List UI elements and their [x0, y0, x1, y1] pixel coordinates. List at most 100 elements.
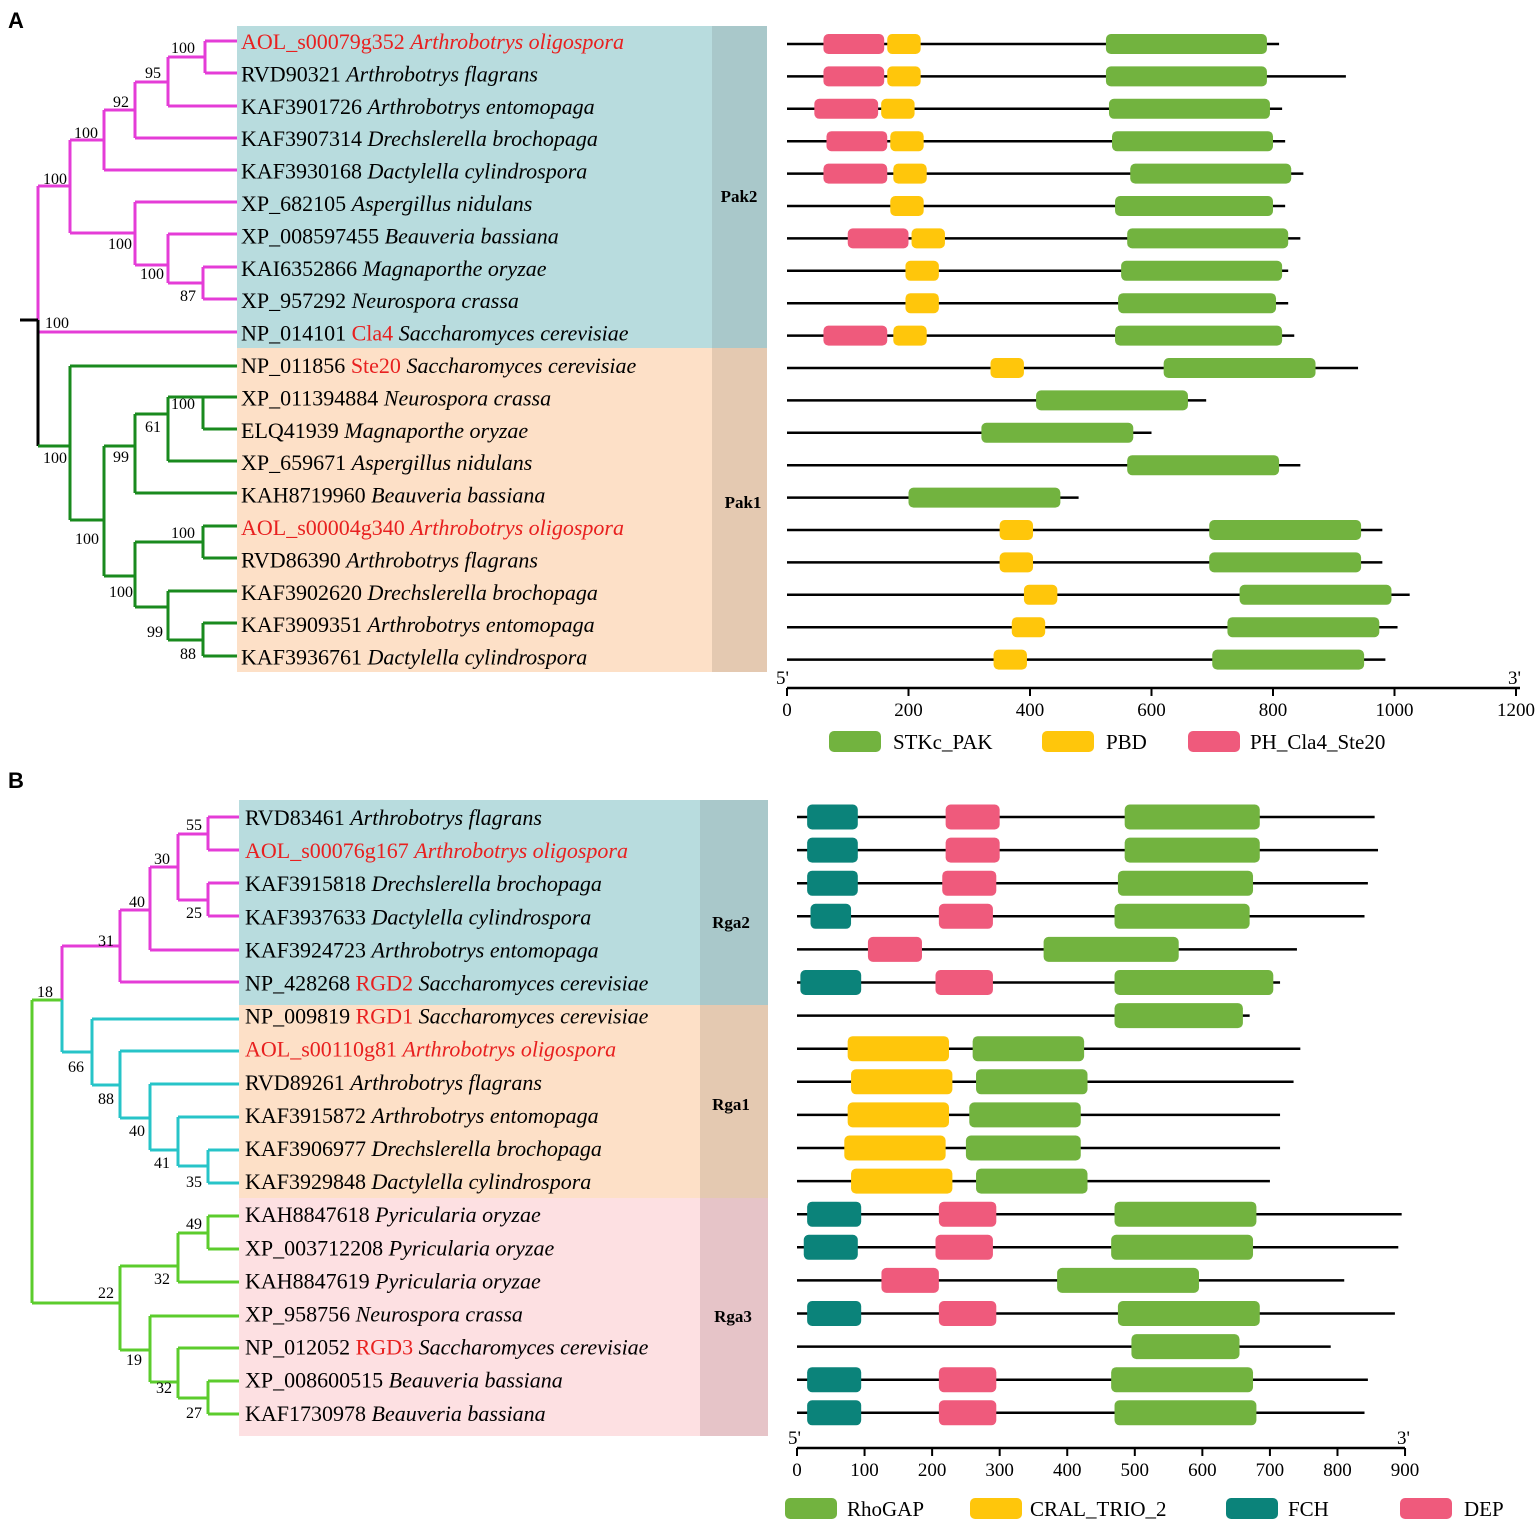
- domain-rhogap: [1111, 1367, 1254, 1393]
- legend-label-ph-cla4-ste20: PH_Cla4_Ste20: [1250, 730, 1385, 754]
- legend-swatch-pbd: [1042, 731, 1094, 752]
- species-name: Beauveria bassiana: [371, 483, 545, 508]
- bootstrap-label: 100: [171, 40, 195, 57]
- domain-fch: [807, 837, 858, 863]
- bootstrap-label: 40: [129, 894, 145, 911]
- bootstrap-label: 66: [68, 1059, 84, 1076]
- bootstrap-label: 100: [108, 236, 132, 253]
- protein-id: KAF3930168: [241, 159, 362, 184]
- bootstrap-label: 87: [180, 288, 196, 305]
- domain-stkc-pak: [1127, 455, 1280, 476]
- protein-label: KAF3930168 Dactylella cylindrospora: [241, 159, 587, 184]
- bootstrap-label: 35: [186, 1174, 202, 1191]
- domain-rhogap: [972, 1036, 1085, 1062]
- protein-label: KAF1730978 Beauveria bassiana: [245, 1401, 546, 1426]
- protein-label: KAF3937633 Dactylella cylindrospora: [245, 904, 591, 929]
- protein-id: NP_009819: [245, 1004, 350, 1029]
- gene-name: Ste20: [351, 353, 401, 378]
- domain-fch: [800, 970, 862, 995]
- species-name: Neurospora crassa: [355, 1302, 523, 1327]
- protein-label: NP_014101 Cla4 Saccharomyces cerevisiae: [241, 321, 629, 346]
- domain-pbd: [1011, 617, 1046, 638]
- domain-dep: [938, 1400, 997, 1426]
- protein-id: KAF3915818: [245, 871, 366, 896]
- species-name: Magnaporthe oryzae: [343, 418, 528, 443]
- protein-label: XP_003712208 Pyricularia oryzae: [245, 1235, 554, 1260]
- legend-swatch-stkc-pak: [829, 731, 881, 752]
- group-label-rga2: Rga2: [712, 913, 750, 932]
- rga1-group-bg: [700, 1005, 768, 1198]
- domain-pbd: [999, 552, 1034, 573]
- domain-pbd: [993, 649, 1027, 670]
- legend-swatch-fch: [1226, 1498, 1278, 1519]
- phylo-tree-a: [20, 39, 237, 658]
- domain-dep: [881, 1267, 939, 1293]
- protein-id: NP_014101: [241, 321, 346, 346]
- axis-a: 5' 3' 0 200 400 600 800 1000 1200: [776, 668, 1535, 721]
- species-name: Aspergillus nidulans: [350, 191, 533, 216]
- protein-id: KAF3901726: [241, 94, 362, 119]
- pak1-label-bg: [237, 348, 712, 672]
- protein-id: KAF3924723: [245, 937, 366, 962]
- protein-id: RVD83461: [245, 805, 345, 830]
- domain-stkc-pak: [1112, 131, 1273, 152]
- protein-id: KAF1730978: [245, 1401, 366, 1426]
- axis-b-start-label: 5': [788, 1428, 801, 1449]
- protein-label: KAF3929848 Dactylella cylindrospora: [245, 1169, 591, 1194]
- legend-swatch-rhogap: [785, 1498, 837, 1519]
- axis-tick-label: 800: [1323, 1460, 1352, 1481]
- axis-tick-label: 100: [850, 1460, 879, 1481]
- domain-pbd: [990, 358, 1024, 378]
- bootstrap-label: 100: [75, 531, 99, 548]
- panel-a-letter: A: [8, 8, 24, 33]
- protein-id: KAF3909351: [241, 612, 362, 637]
- bootstrap-label: 31: [98, 933, 114, 950]
- protein-id: NP_011856: [241, 353, 345, 378]
- bootstrap-label: 40: [129, 1123, 145, 1140]
- domain-fch: [803, 1234, 858, 1260]
- protein-id: XP_008600515: [245, 1368, 383, 1393]
- domain-pbd: [887, 66, 921, 87]
- pak1-group-bg: [712, 348, 767, 672]
- species-name: Drechslerella brochopaga: [367, 126, 598, 151]
- domain-architecture-a: [787, 34, 1410, 670]
- domain-dep: [867, 936, 922, 962]
- domain-dep: [935, 1234, 993, 1260]
- protein-label: AOL_s00076g167 Arthrobotrys oligospora: [245, 838, 628, 863]
- domain-pbd: [905, 293, 939, 314]
- bootstrap-label: 100: [45, 315, 69, 332]
- protein-label: KAF3906977 Drechslerella brochopaga: [245, 1136, 602, 1161]
- tree-b-rga2-clade: [60, 815, 239, 1000]
- rga2-label-bg: [239, 800, 700, 1005]
- domain-pbd: [890, 131, 924, 152]
- bootstrap-label: 88: [98, 1091, 114, 1108]
- species-name: Arthrobotrys flagrans: [344, 61, 538, 86]
- species-name: Pyricularia oryzae: [388, 1235, 555, 1260]
- domain-dep: [935, 970, 993, 995]
- bootstrap-label: 99: [147, 624, 163, 641]
- protein-label: XP_659671 Aspergillus nidulans: [241, 450, 532, 475]
- domain-dep: [938, 1301, 997, 1326]
- axis-tick-label: 300: [985, 1460, 1014, 1481]
- legend-b: RhoGAP CRAL_TRIO_2 FCH DEP: [785, 1497, 1504, 1521]
- legend-swatch-cral-trio-2: [970, 1498, 1022, 1519]
- domain-cral-trio-2: [847, 1036, 950, 1062]
- group-label-pak2: Pak2: [721, 187, 758, 206]
- domain-pbd: [1023, 584, 1058, 605]
- tree-a-root: [20, 318, 40, 446]
- domain-stkc-pak: [1036, 390, 1188, 411]
- domain-fch: [807, 1367, 862, 1393]
- domain-pbd: [893, 325, 927, 346]
- axis-tick-label: 0: [792, 1460, 802, 1481]
- protein-label: XP_957292 Neurospora crassa: [241, 288, 519, 313]
- domain-rhogap: [1124, 804, 1260, 830]
- domain-rhogap: [1124, 837, 1260, 863]
- domain-dep: [938, 903, 993, 929]
- protein-id: AOL_s00004g340: [241, 515, 405, 540]
- bootstrap-label: 92: [113, 94, 129, 111]
- domain-stkc-pak: [1121, 260, 1283, 281]
- pak2-label-bg: [237, 26, 712, 348]
- protein-id: KAH8719960: [241, 483, 366, 508]
- species-name: Arthrobotrys oligospora: [408, 29, 624, 54]
- bootstrap-label: 18: [37, 984, 53, 1001]
